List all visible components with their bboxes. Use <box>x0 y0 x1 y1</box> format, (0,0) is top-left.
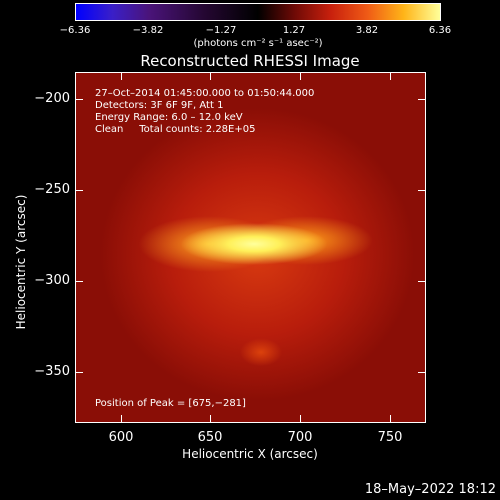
colorbar-tick-label: −6.36 <box>59 25 91 36</box>
image-title: Reconstructed RHESSI Image <box>140 52 360 70</box>
y-tick-mark <box>75 190 83 191</box>
y-tick-label: −250 <box>34 182 70 197</box>
peak-position-label: Position of Peak = [675,−281] <box>95 398 246 409</box>
x-tick-label: 750 <box>377 430 403 445</box>
colorbar-tick-label: −3.82 <box>132 25 164 36</box>
x-tick-label: 600 <box>108 430 134 445</box>
x-tick-mark <box>300 72 301 80</box>
y-tick-label: −300 <box>34 273 70 288</box>
x-tick-mark <box>210 72 211 80</box>
colorbar <box>75 3 441 21</box>
x-tick-label: 700 <box>287 430 313 445</box>
rhessi-image <box>75 72 426 423</box>
y-tick-mark <box>418 281 426 282</box>
generation-timestamp: 18–May–2022 18:12 <box>364 482 496 497</box>
x-tick-label: 650 <box>197 430 223 445</box>
y-tick-mark <box>75 281 83 282</box>
colorbar-unit-label: (photons cm⁻² s⁻¹ asec⁻²) <box>193 38 323 49</box>
y-tick-mark <box>418 190 426 191</box>
y-tick-mark <box>418 372 426 373</box>
y-tick-mark <box>75 99 83 100</box>
energy-range-info: Energy Range: 6.0 – 12.0 keV <box>95 112 243 123</box>
x-tick-mark <box>390 415 391 423</box>
colorbar-tick-label: 6.36 <box>428 25 452 36</box>
clean-counts-info: Clean Total counts: 2.28E+05 <box>95 124 256 135</box>
colorbar-tick-label: 1.27 <box>282 25 306 36</box>
x-tick-mark <box>121 72 122 80</box>
observation-time: 27–Oct–2014 01:45:00.000 to 01:50:44.000 <box>95 88 315 99</box>
colorbar-tick-label: 3.82 <box>355 25 379 36</box>
colorbar-tick-label: −1.27 <box>205 25 237 36</box>
x-tick-mark <box>210 415 211 423</box>
x-tick-mark <box>390 72 391 80</box>
y-tick-label: −350 <box>34 364 70 379</box>
y-tick-label: −200 <box>34 91 70 106</box>
y-tick-mark <box>75 372 83 373</box>
x-tick-mark <box>121 415 122 423</box>
x-tick-mark <box>300 415 301 423</box>
detectors-info: Detectors: 3F 6F 9F, Att 1 <box>95 100 224 111</box>
x-axis-title: Heliocentric X (arcsec) <box>182 447 318 461</box>
y-tick-mark <box>418 99 426 100</box>
y-axis-title: Heliocentric Y (arcsec) <box>14 194 28 330</box>
